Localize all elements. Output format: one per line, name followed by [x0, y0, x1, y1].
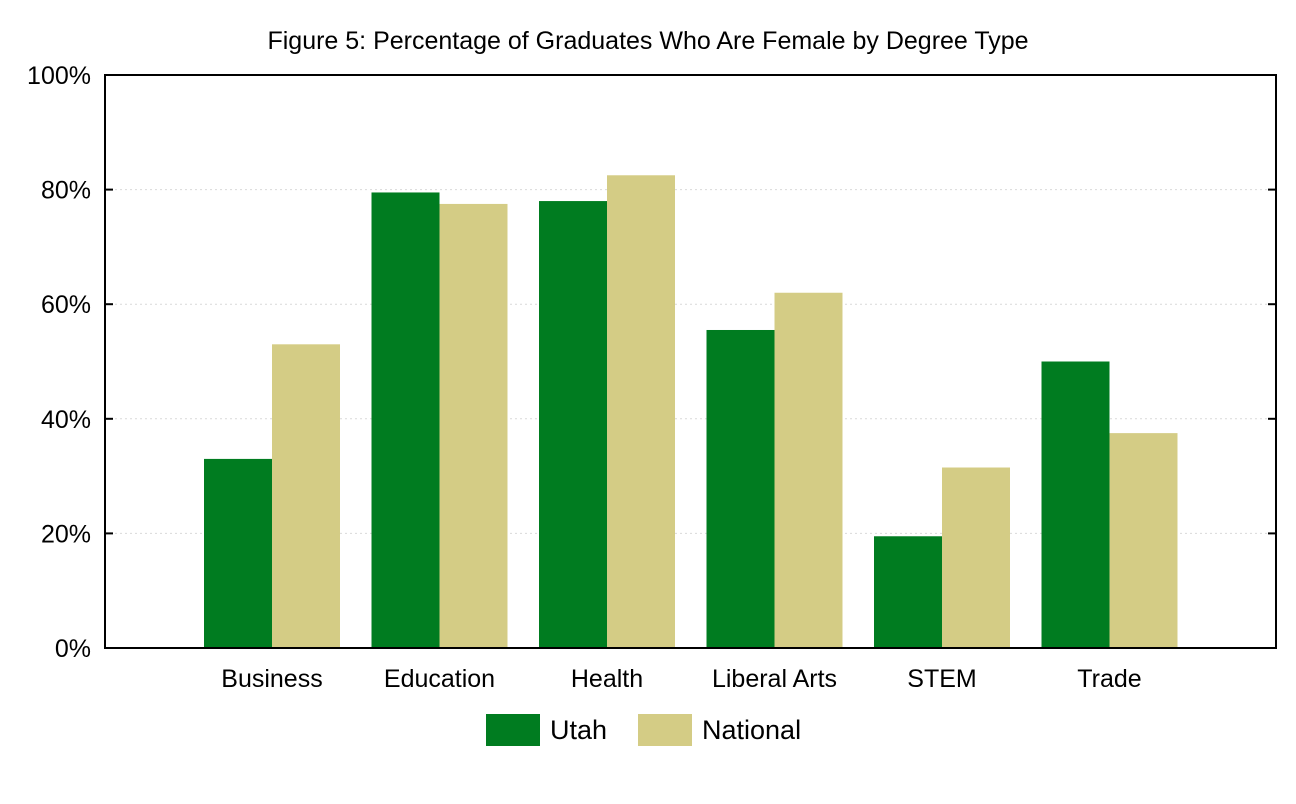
legend-label: Utah: [550, 715, 607, 745]
y-tick-label: 0%: [55, 635, 91, 663]
bar-utah: [706, 329, 775, 648]
y-tick-label: 80%: [41, 177, 91, 205]
plot-frame: [104, 74, 1277, 649]
x-tick-label: Liberal Arts: [712, 665, 837, 693]
bar-national: [1109, 433, 1178, 648]
legend: Utah National: [486, 714, 801, 746]
x-tick-label: STEM: [907, 665, 976, 693]
y-tick-label: 60%: [41, 291, 91, 319]
chart-title: Figure 5: Percentage of Graduates Who Ar…: [267, 27, 1028, 55]
bar-utah: [874, 536, 942, 648]
y-axis: 0% 20% 40% 60% 80% 100%: [27, 62, 1276, 663]
bars: [204, 175, 1178, 649]
x-tick-label: Health: [571, 665, 643, 693]
bar-utah: [204, 458, 272, 648]
bar-national: [439, 203, 508, 649]
bar-national: [774, 292, 843, 648]
bar-utah: [371, 192, 440, 648]
bar-utah: [1041, 361, 1110, 648]
legend-swatch: [486, 714, 540, 746]
legend-label: National: [702, 715, 801, 745]
bar-national: [942, 467, 1010, 648]
x-tick-label: Business: [221, 665, 322, 693]
bar-national: [607, 175, 675, 648]
bar-utah: [539, 201, 607, 648]
x-tick-label: Trade: [1077, 665, 1141, 693]
y-tick-label: 100%: [27, 62, 91, 90]
x-axis: Business Education Health Liberal Arts STEM T…: [221, 665, 1141, 693]
y-tick-label: 40%: [41, 406, 91, 434]
legend-swatch: [638, 714, 692, 746]
bar-national: [272, 344, 340, 648]
y-tick-label: 20%: [41, 520, 91, 548]
x-tick-label: Education: [384, 665, 495, 693]
